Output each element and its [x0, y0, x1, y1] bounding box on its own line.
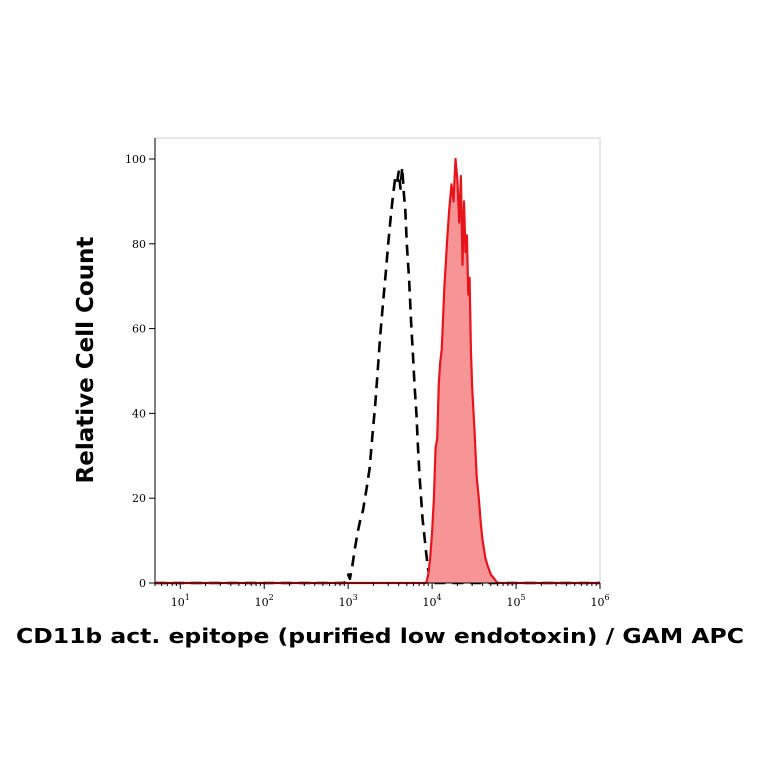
x-tick-label: 104: [423, 593, 442, 609]
x-tick-label: 102: [255, 593, 274, 609]
x-tick-label: 106: [590, 593, 609, 609]
y-tick-label: 20: [132, 492, 146, 505]
series-0-line: [155, 166, 600, 585]
x-tick-label: 105: [507, 593, 526, 609]
series-1-fill: [155, 159, 600, 583]
y-tick-label: 0: [139, 577, 146, 590]
y-tick-label: 40: [132, 407, 146, 420]
y-ticks: 0 20 40 60 80 100: [125, 153, 155, 590]
x-tick-label: 103: [339, 593, 358, 609]
x-ticks: 101 102 103 104 105 106: [154, 583, 610, 609]
series-1-line: [155, 157, 600, 585]
x-tick-label: 101: [171, 593, 190, 609]
series-layer: [155, 157, 600, 585]
y-tick-label: 60: [132, 323, 146, 336]
x-axis-title: CD11b act. epitope (purified low endotox…: [16, 624, 744, 648]
y-tick-label: 100: [125, 153, 146, 166]
y-tick-label: 80: [132, 238, 146, 251]
y-axis-title: Relative Cell Count: [73, 237, 99, 484]
